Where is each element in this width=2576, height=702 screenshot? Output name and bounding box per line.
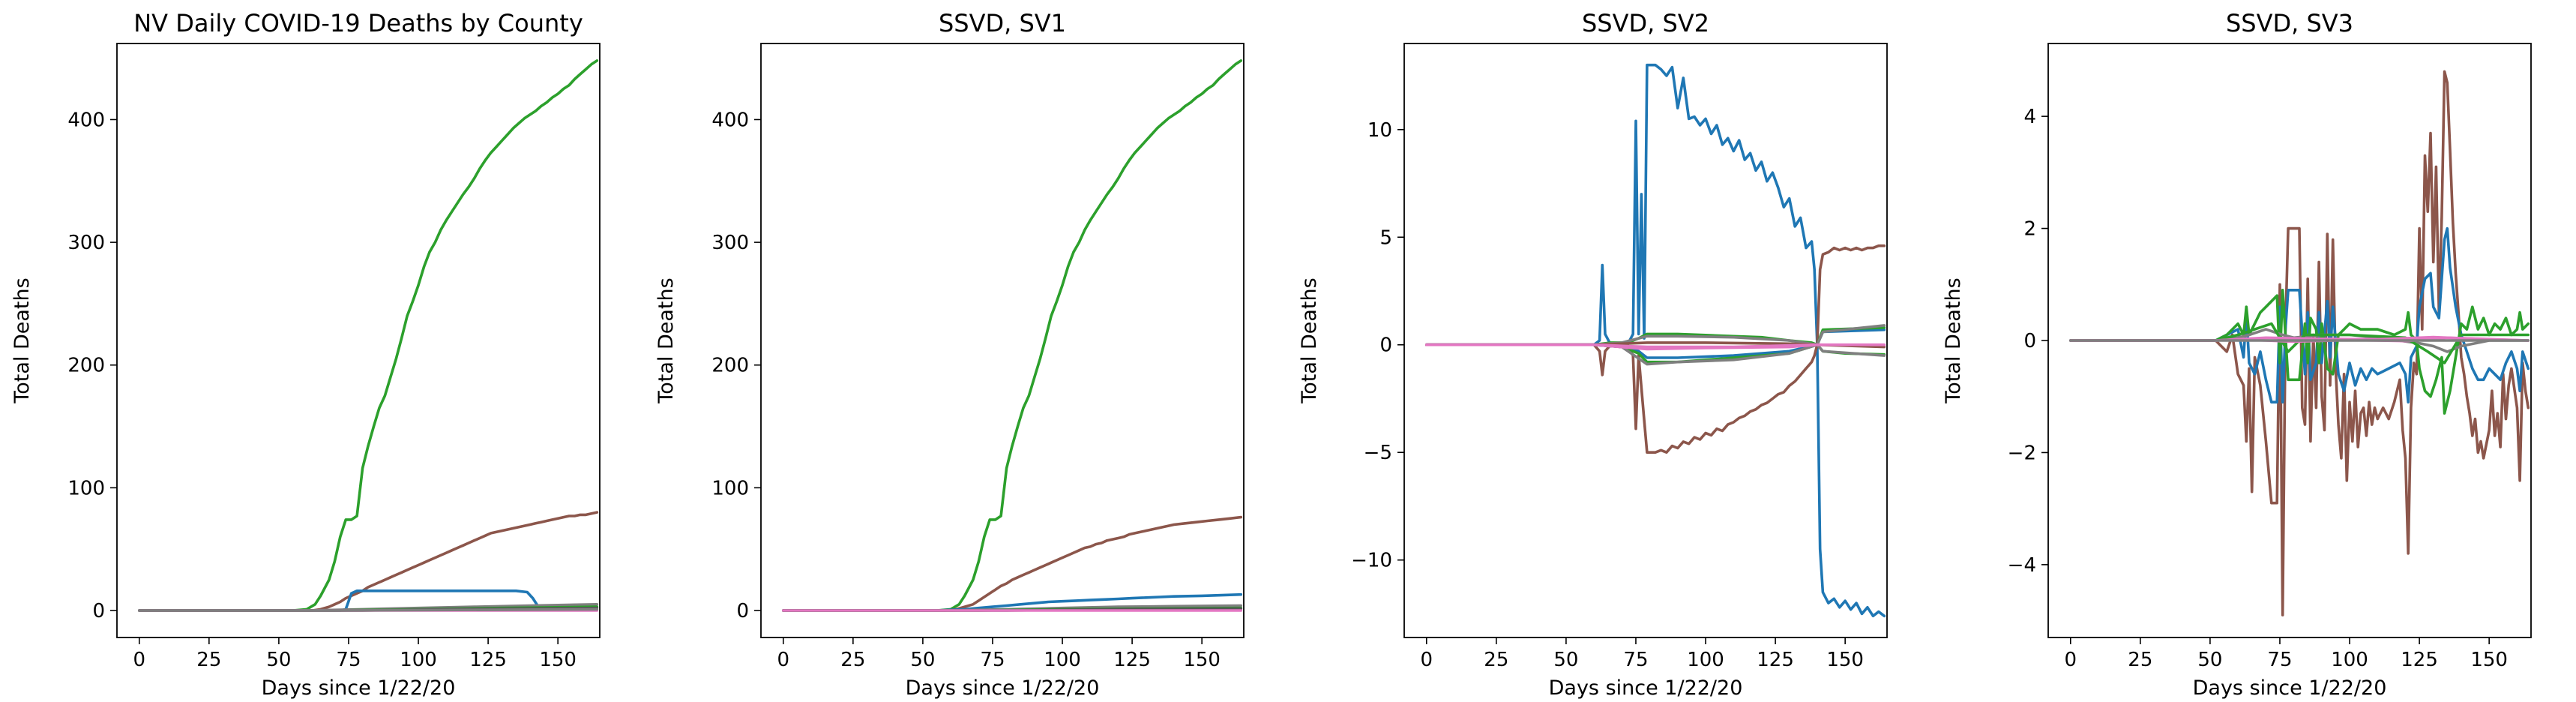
series-line-10 (1425, 343, 1886, 349)
y-tick-label: 0 (2023, 330, 2036, 352)
y-tick-label: 200 (711, 355, 749, 377)
series-line-2 (1425, 244, 1886, 454)
y-tick-label: 400 (711, 109, 749, 131)
chart-title: SSVD, SV1 (939, 9, 1066, 38)
chart-panel-2: 0 25 50 75 100 125 150 0 100 200 300 400 SSVD, SV1 Da… (654, 9, 1245, 700)
series-group (1425, 63, 1886, 618)
x-tick-label: 75 (2267, 649, 2292, 671)
series-line-1 (1425, 63, 1886, 618)
x-axis-label: Days since 1/22/20 (1549, 676, 1743, 700)
y-tick-label: 5 (1379, 226, 1392, 249)
chart-title: SSVD, SV2 (1582, 9, 1709, 38)
chart-title: SSVD, SV3 (2226, 9, 2353, 38)
x-tick-label: 150 (1826, 649, 1864, 671)
chart-title: NV Daily COVID-19 Deaths by County (133, 9, 583, 38)
x-tick-label: 100 (1687, 649, 1724, 671)
x-tick-label: 25 (196, 649, 221, 671)
x-tick-label: 50 (1553, 649, 1578, 671)
series-line-1 (2069, 70, 2530, 616)
x-tick-label: 25 (840, 649, 865, 671)
x-tick-label: 50 (266, 649, 291, 671)
y-tick-label: 400 (67, 109, 105, 131)
y-tick-label: 100 (67, 477, 105, 500)
chart-panel-3: 0 25 50 75 100 125 150 −10 −5 0 5 10 SSVD, SV2 Days s… (1298, 9, 1888, 700)
y-tick-label: −4 (2008, 554, 2036, 577)
x-tick-label: 125 (1113, 649, 1151, 671)
series-group (782, 59, 1243, 612)
x-axis-label: Days since 1/22/20 (906, 676, 1100, 700)
x-tick-label: 75 (336, 649, 361, 671)
x-tick-label: 100 (400, 649, 437, 671)
y-tick-label: 200 (67, 355, 105, 377)
x-tick-label: 50 (910, 649, 935, 671)
x-tick-label: 0 (1421, 649, 1433, 671)
chart-panel-4: 0 25 50 75 100 125 150 −4 −2 0 2 4 SSVD, SV3 Days sin… (1942, 9, 2532, 700)
x-tick-label: 75 (980, 649, 1005, 671)
chart-panel-1: 0 25 50 75 100 125 150 0 100 200 300 400 NV Daily CO… (10, 9, 601, 700)
series-line-2 (2069, 226, 2530, 404)
y-axis-label: Total Deaths (1298, 278, 1321, 404)
axes-frame (760, 43, 1245, 638)
x-axis-label: Days since 1/22/20 (262, 676, 456, 700)
x-tick-label: 125 (2401, 649, 2438, 671)
series-line-2 (138, 511, 599, 612)
series-line-2 (782, 515, 1243, 612)
x-tick-label: 75 (1623, 649, 1648, 671)
y-axis-label: Total Deaths (1942, 278, 1965, 404)
series-line-5 (2069, 322, 2530, 364)
series-line-8 (138, 608, 599, 612)
y-tick-label: 100 (711, 477, 749, 500)
y-tick-label: 300 (711, 232, 749, 254)
series-line-1 (782, 59, 1243, 612)
x-tick-label: 0 (2065, 649, 2077, 671)
axes-frame (116, 43, 601, 638)
y-tick-label: 0 (1379, 334, 1392, 357)
x-tick-label: 25 (1484, 649, 1508, 671)
x-tick-label: 0 (777, 649, 790, 671)
y-tick-label: 0 (736, 600, 749, 622)
x-tick-label: 125 (469, 649, 507, 671)
series-group (2069, 70, 2530, 616)
y-tick-label: 0 (92, 600, 105, 622)
y-tick-label: −5 (1364, 442, 1392, 464)
y-tick-label: 4 (2023, 106, 2036, 128)
x-tick-label: 0 (133, 649, 146, 671)
y-tick-label: −10 (1351, 550, 1392, 572)
series-group (138, 59, 599, 612)
x-axis-label: Days since 1/22/20 (2193, 676, 2387, 700)
y-axis-label: Total Deaths (654, 278, 678, 404)
y-tick-label: 2 (2023, 218, 2036, 241)
x-tick-label: 125 (1757, 649, 1794, 671)
x-tick-label: 150 (2470, 649, 2508, 671)
x-tick-label: 25 (2128, 649, 2152, 671)
x-tick-label: 150 (1183, 649, 1221, 671)
series-line-3 (2069, 288, 2530, 415)
x-tick-label: 50 (2197, 649, 2222, 671)
y-tick-label: 300 (67, 232, 105, 254)
series-line-1 (138, 59, 599, 612)
x-tick-label: 100 (2331, 649, 2368, 671)
x-tick-label: 150 (539, 649, 577, 671)
y-tick-label: −2 (2008, 442, 2036, 464)
series-line-3 (138, 589, 599, 612)
axes-frame (1403, 43, 1888, 638)
y-axis-label: Total Deaths (10, 278, 34, 404)
x-tick-label: 100 (1044, 649, 1081, 671)
y-tick-label: 10 (1367, 119, 1392, 142)
